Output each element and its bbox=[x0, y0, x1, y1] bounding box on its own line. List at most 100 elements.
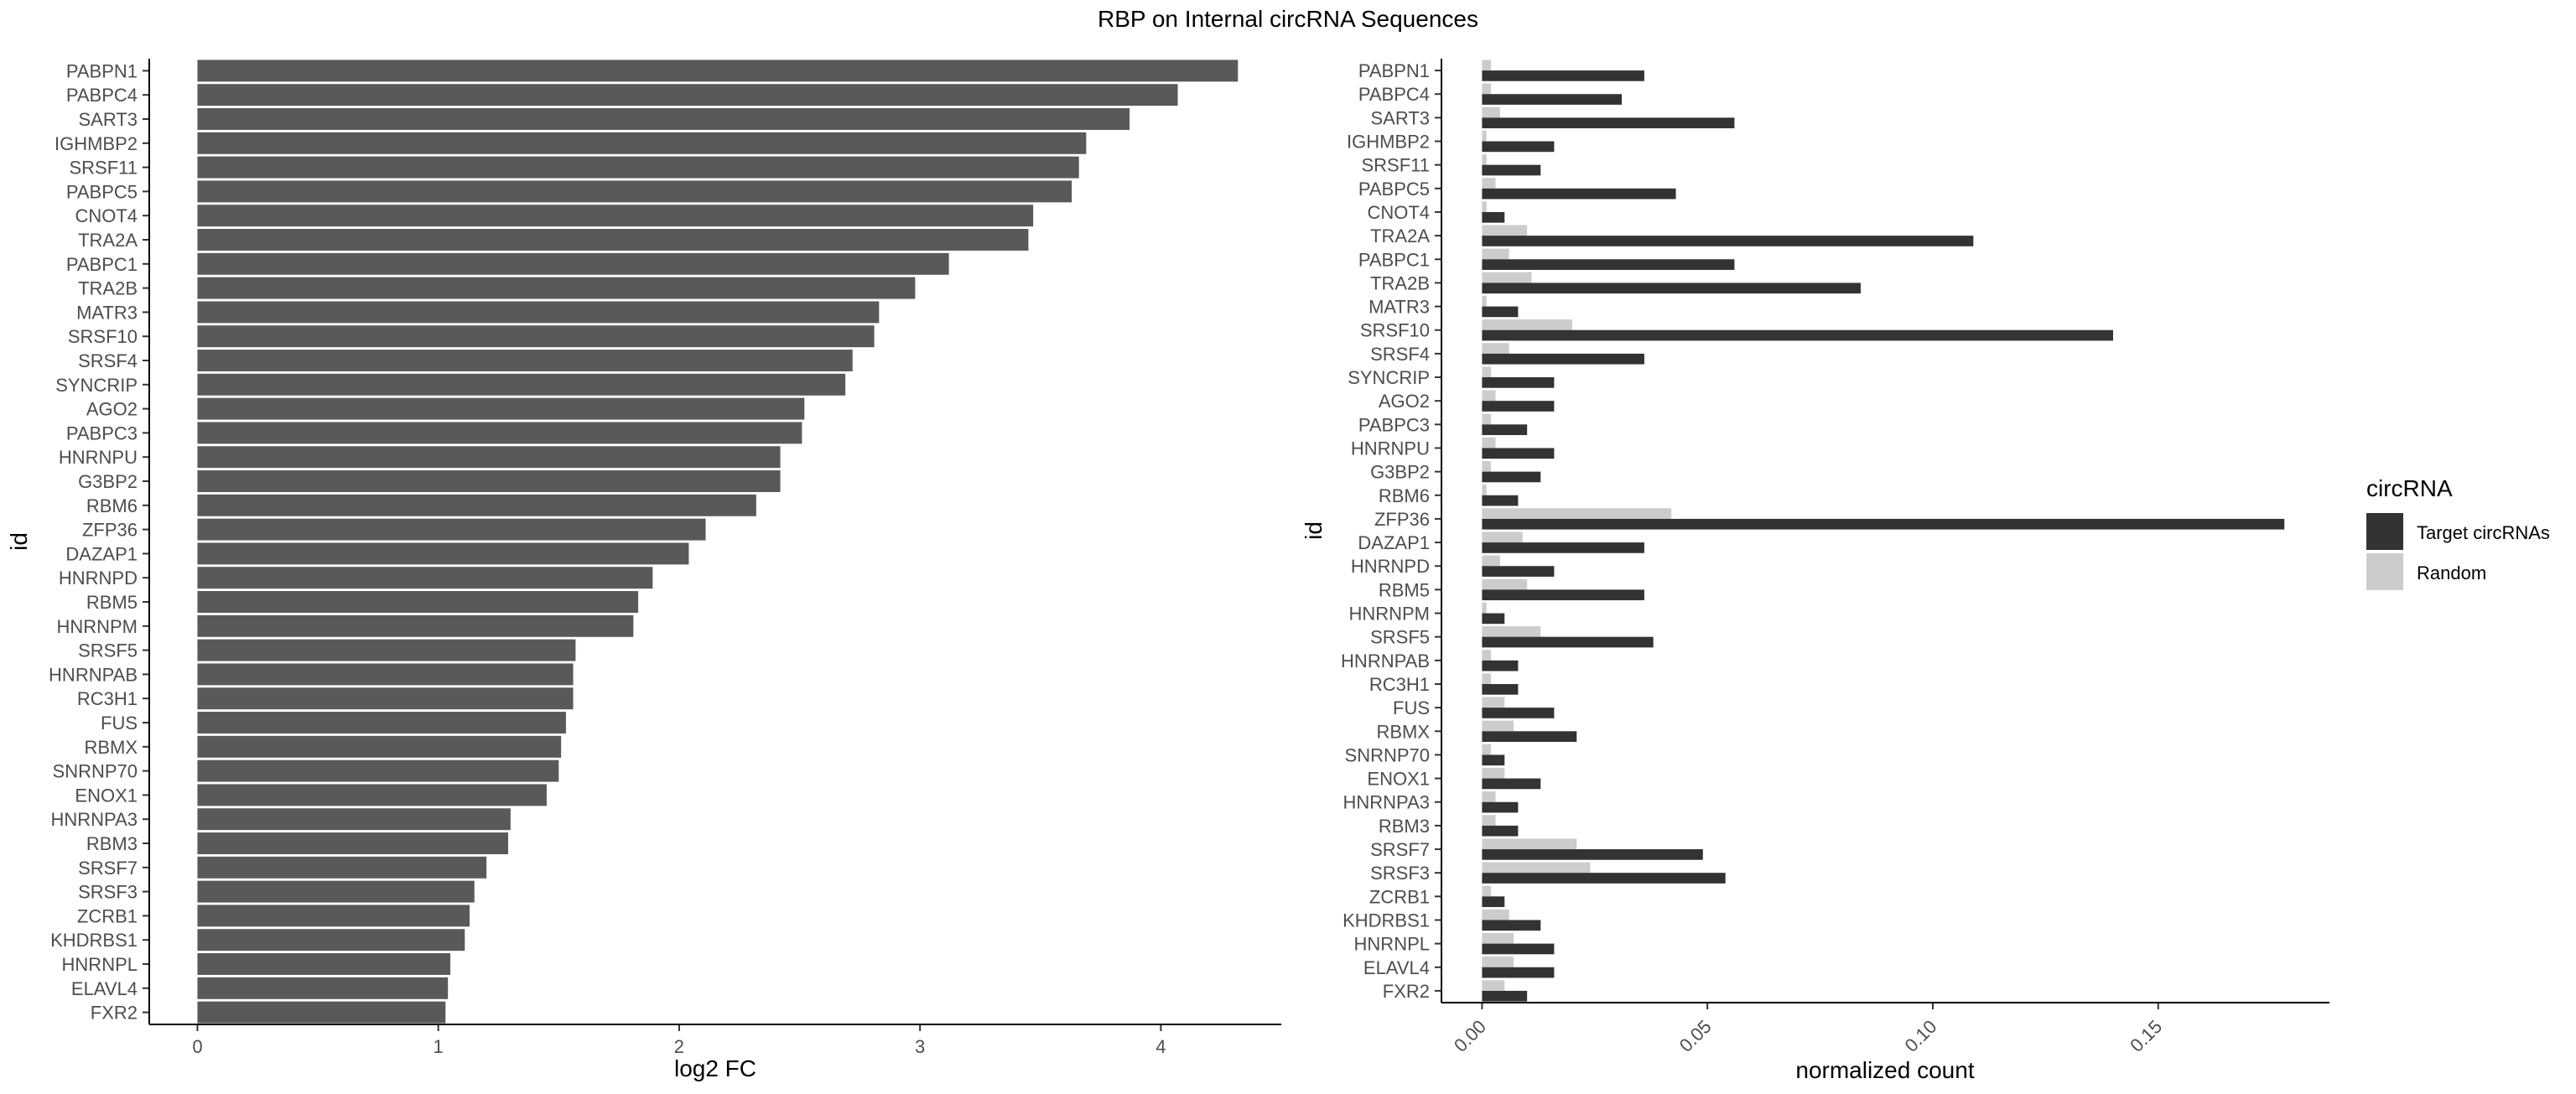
left-y-tick-label: RBM5 bbox=[86, 592, 138, 613]
bar-hnrnpl bbox=[197, 953, 451, 975]
bar-target-tra2a bbox=[1482, 236, 1974, 246]
left-y-axis-title: id bbox=[6, 532, 32, 551]
left-x-tick-label: 1 bbox=[434, 1036, 444, 1057]
bar-rc3h1 bbox=[197, 687, 574, 710]
left-y-tick-label: MATR3 bbox=[76, 302, 138, 323]
left-y-tick-label: SART3 bbox=[78, 109, 138, 130]
left-y-tick-label: HNRNPL bbox=[62, 954, 138, 975]
right-y-tick-label: RBMX bbox=[1376, 721, 1430, 742]
bar-srsf3 bbox=[197, 880, 475, 903]
left-x-tick-label: 2 bbox=[674, 1036, 684, 1057]
bar-random-fus bbox=[1482, 697, 1505, 708]
bar-target-srsf7 bbox=[1482, 849, 1703, 860]
bar-random-hnrnpd bbox=[1482, 555, 1500, 567]
bar-random-elavl4 bbox=[1482, 957, 1514, 967]
bar-random-srsf7 bbox=[1482, 838, 1577, 850]
bar-zcrb1 bbox=[197, 905, 470, 927]
left-y-tick-label: KHDRBS1 bbox=[50, 930, 138, 951]
bar-random-khdrbs1 bbox=[1482, 909, 1509, 920]
bar-random-syncrip bbox=[1482, 366, 1492, 378]
bar-target-ighmbp2 bbox=[1482, 141, 1555, 153]
bar-srsf4 bbox=[197, 350, 853, 371]
right-y-tick-label: HNRNPD bbox=[1351, 556, 1430, 577]
bar-random-hnrnpm bbox=[1482, 602, 1487, 614]
right-y-tick-label: ELAVL4 bbox=[1363, 957, 1430, 978]
legend-swatch-target bbox=[2366, 513, 2403, 550]
left-y-tick-label: TRA2A bbox=[78, 230, 138, 251]
bar-srsf11 bbox=[197, 156, 1079, 179]
bar-srsf7 bbox=[197, 856, 487, 879]
left-y-tick-label: HNRNPA3 bbox=[50, 809, 138, 830]
bar-tra2a bbox=[197, 229, 1029, 251]
left-y-tick-label: TRA2B bbox=[78, 278, 138, 299]
bar-pabpn1 bbox=[197, 60, 1239, 82]
bar-target-srsf5 bbox=[1482, 636, 1654, 648]
bar-rbm3 bbox=[197, 832, 508, 854]
plot-title: RBP on Internal circRNA Sequences bbox=[1098, 6, 1478, 32]
right-y-tick-label: SRSF3 bbox=[1370, 863, 1430, 884]
right-y-tick-label: SNRNP70 bbox=[1345, 744, 1430, 765]
bar-random-srsf3 bbox=[1482, 862, 1591, 874]
left-y-tick-label: PABPC5 bbox=[66, 181, 138, 202]
bar-rbm6 bbox=[197, 494, 756, 516]
bar-random-pabpc1 bbox=[1482, 248, 1509, 260]
right-y-tick-label: RBM6 bbox=[1379, 485, 1430, 506]
bar-random-g3bp2 bbox=[1482, 460, 1492, 472]
right-y-tick-label: G3BP2 bbox=[1370, 462, 1430, 483]
right-y-tick-label: HNRNPL bbox=[1354, 934, 1430, 955]
bar-target-ago2 bbox=[1482, 401, 1555, 412]
bar-random-zfp36 bbox=[1482, 508, 1672, 519]
bar-target-pabpc3 bbox=[1482, 424, 1528, 435]
bar-pabpc5 bbox=[197, 180, 1072, 203]
left-x-axis-title: log2 FC bbox=[674, 1055, 756, 1081]
right-y-tick-label: FUS bbox=[1393, 697, 1430, 718]
bar-tra2b bbox=[197, 277, 916, 299]
right-y-tick-label: SRSF11 bbox=[1361, 155, 1430, 176]
bar-random-rbmx bbox=[1482, 720, 1514, 732]
bar-srsf5 bbox=[197, 639, 576, 661]
right-y-tick-label: PABPC3 bbox=[1358, 414, 1430, 435]
right-y-tick-label: RBM5 bbox=[1379, 579, 1430, 600]
left-y-tick-label: PABPC3 bbox=[66, 423, 138, 443]
bar-target-rc3h1 bbox=[1482, 683, 1519, 695]
bar-target-srsf3 bbox=[1482, 873, 1726, 884]
legend-label-target: Target circRNAs bbox=[2417, 522, 2550, 543]
left-y-tick-label: SNRNP70 bbox=[53, 761, 138, 782]
right-x-tick-label: 0.15 bbox=[2126, 1016, 2166, 1056]
left-bars bbox=[197, 60, 1239, 1024]
right-y-tick-label: SRSF10 bbox=[1360, 320, 1430, 341]
bar-fus bbox=[197, 712, 566, 734]
bar-target-hnrnpu bbox=[1482, 448, 1555, 459]
bar-target-pabpc4 bbox=[1482, 94, 1623, 105]
left-y-tick-label: RBM3 bbox=[86, 833, 138, 854]
bar-target-rbmx bbox=[1482, 731, 1577, 742]
bar-random-rc3h1 bbox=[1482, 673, 1492, 684]
bar-random-dazap1 bbox=[1482, 531, 1523, 543]
bar-target-snrnp70 bbox=[1482, 754, 1505, 766]
bar-random-srsf10 bbox=[1482, 319, 1572, 330]
bar-random-hnrnpl bbox=[1482, 932, 1514, 944]
bar-target-sart3 bbox=[1482, 117, 1735, 129]
right-y-tick-label: MATR3 bbox=[1368, 297, 1430, 318]
bar-fxr2 bbox=[197, 1001, 446, 1024]
bar-target-hnrnpm bbox=[1482, 613, 1505, 625]
right-x-tick-label: 0.00 bbox=[1450, 1016, 1490, 1056]
bar-target-zcrb1 bbox=[1482, 896, 1505, 907]
bar-target-dazap1 bbox=[1482, 542, 1644, 553]
left-x-ticks: 0 1 2 3 4 bbox=[192, 1024, 1166, 1057]
bar-random-fxr2 bbox=[1482, 980, 1505, 991]
bar-target-pabpc1 bbox=[1482, 259, 1735, 270]
bar-khdrbs1 bbox=[197, 929, 465, 951]
left-y-tick-label: HNRNPD bbox=[59, 568, 138, 588]
bar-srsf10 bbox=[197, 325, 875, 348]
bar-zfp36 bbox=[197, 518, 706, 541]
bar-target-hnrnpab bbox=[1482, 660, 1519, 671]
bar-matr3 bbox=[197, 301, 880, 324]
left-y-tick-label: AGO2 bbox=[86, 399, 138, 420]
right-y-tick-label: RBM3 bbox=[1379, 816, 1430, 837]
left-y-tick-label: DAZAP1 bbox=[65, 543, 138, 564]
